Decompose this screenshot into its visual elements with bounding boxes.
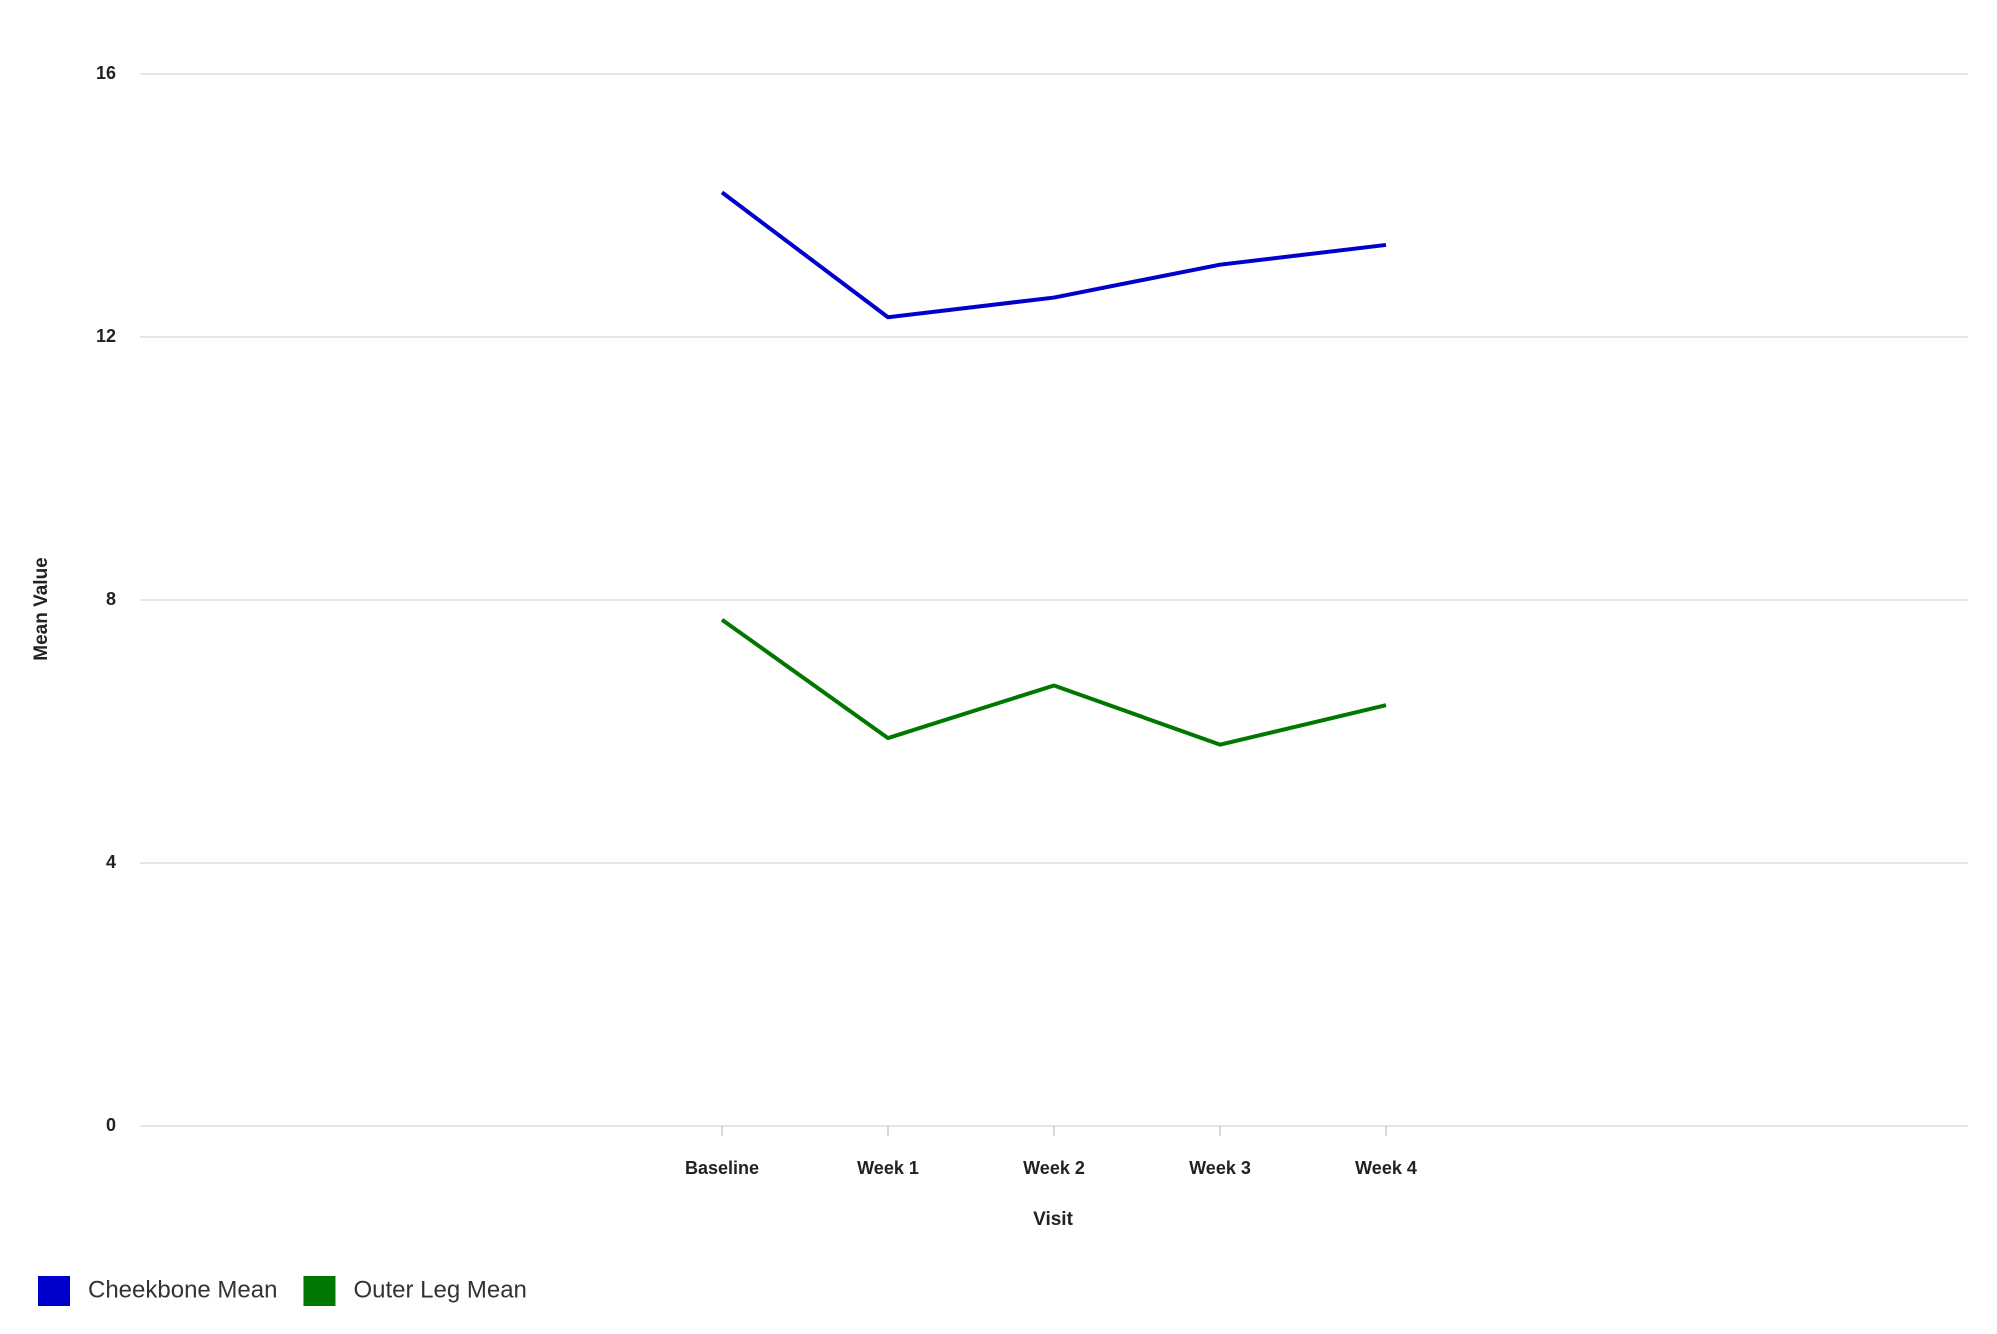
y-tick-label: 12 (96, 326, 116, 346)
legend-swatch (303, 1276, 336, 1306)
y-axis-title: Mean Value (31, 557, 52, 661)
legend-label: Outer Leg Mean (353, 1276, 526, 1303)
y-tick-label: 16 (96, 63, 116, 83)
x-tick-label: Week 3 (1189, 1158, 1251, 1178)
x-axis-title: Visit (1033, 1209, 1073, 1230)
line-series (720, 190, 1387, 320)
legend-label: Cheekbone Mean (88, 1276, 277, 1303)
y-tick-label: 4 (106, 852, 116, 872)
x-tick-label: Baseline (685, 1158, 759, 1178)
x-tick-label: Week 4 (1355, 1158, 1417, 1178)
y-tick-label: 0 (106, 1115, 116, 1135)
line-series (720, 618, 1387, 747)
legend-swatch (38, 1276, 70, 1306)
x-tick-label: Week 1 (857, 1158, 919, 1178)
x-tick-label: Week 2 (1023, 1158, 1085, 1178)
y-tick-label: 8 (106, 589, 116, 609)
